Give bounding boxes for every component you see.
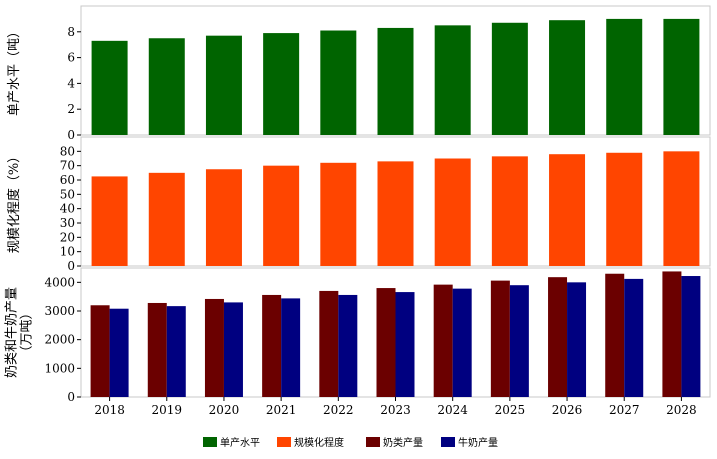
bar (434, 158, 471, 266)
bar (605, 273, 625, 397)
bar (320, 162, 357, 266)
y-tick-label: 20 (60, 230, 75, 244)
y-axis-label: 规模化程度（%） (6, 150, 22, 253)
bar (548, 277, 568, 397)
bar (549, 20, 586, 135)
x-tick-label: 2021 (266, 403, 297, 417)
legend: 单产水平 规模化程度 奶类产量 牛奶产量 (203, 436, 498, 449)
bar (166, 306, 186, 397)
bar (662, 271, 682, 397)
x-tick-label: 2023 (380, 403, 411, 417)
y-tick-label: 80 (60, 144, 75, 158)
y-tick-label: 0 (67, 390, 75, 404)
bar (377, 161, 414, 266)
bar (549, 154, 586, 266)
y-tick-label: 60 (60, 173, 75, 187)
y-tick-label: 3000 (44, 304, 75, 318)
bar (281, 298, 301, 397)
y-tick-label: 0 (67, 128, 75, 142)
bar (91, 176, 128, 266)
bar (91, 40, 128, 135)
y-tick-label: 8 (67, 25, 75, 39)
y-tick-label: 1000 (44, 361, 75, 375)
legend-label: 规模化程度 (294, 436, 344, 449)
bar (491, 156, 528, 266)
x-tick-label: 2026 (552, 403, 583, 417)
y-tick-label: 40 (60, 202, 75, 216)
legend-label: 单产水平 (220, 436, 260, 449)
bar (320, 30, 357, 135)
bar (567, 282, 587, 397)
bar (109, 308, 129, 397)
x-tick-label: 2027 (609, 403, 640, 417)
bar (434, 25, 471, 136)
y-tick-label: 10 (60, 245, 75, 259)
bar (205, 169, 242, 266)
x-tick-label: 2028 (666, 403, 697, 417)
bar (490, 280, 510, 397)
chart-panel-3: 0 1000 2000 3000 4000 奶类和牛奶产量（万吨） (4, 267, 711, 404)
bar (606, 152, 643, 266)
y-tick-label: 6 (67, 51, 75, 65)
legend-swatch (441, 437, 455, 447)
legend-label: 牛奶产量 (458, 436, 498, 449)
bar (624, 278, 644, 397)
y-tick-label: 0 (67, 259, 75, 273)
y-tick-label: 2000 (44, 333, 75, 347)
bar (263, 165, 300, 266)
bar (606, 18, 643, 135)
legend-label: 奶类产量 (383, 436, 423, 449)
legend-swatch (277, 437, 291, 447)
bar (205, 35, 242, 135)
bar (223, 302, 243, 397)
y-tick-label: 70 (60, 159, 75, 173)
y-tick-label: 30 (60, 216, 75, 230)
bar (681, 276, 701, 397)
x-tick-label: 2020 (209, 403, 240, 417)
y-axis-label: 单产水平（吨） (7, 25, 22, 116)
bar (338, 294, 358, 397)
bar (147, 302, 167, 397)
bar (377, 27, 414, 135)
bar (148, 172, 185, 266)
bar (262, 294, 282, 397)
bar (319, 290, 339, 397)
y-axis-label: 奶类和牛奶产量（万吨） (4, 287, 34, 378)
bar (452, 288, 472, 397)
y-tick-label: 50 (60, 187, 75, 201)
x-tick-label: 2025 (495, 403, 526, 417)
x-tick-label: 2018 (94, 403, 125, 417)
legend-swatch (203, 437, 217, 447)
bar (663, 151, 700, 266)
x-tick-label: 2019 (151, 403, 182, 417)
legend-swatch (366, 437, 380, 447)
y-tick-label: 4000 (44, 275, 75, 289)
y-tick-label: 2 (67, 102, 75, 116)
bar (148, 38, 185, 135)
bar (433, 284, 453, 397)
bar (376, 288, 396, 397)
x-tick-label: 2022 (323, 403, 354, 417)
bar (263, 33, 300, 136)
bar (395, 292, 415, 397)
bar (90, 305, 110, 397)
chart-panel-1: 0 2 4 6 8 单产水平（吨） (7, 5, 711, 142)
bar (663, 18, 700, 135)
bar (491, 22, 528, 135)
x-tick-label: 2024 (437, 403, 468, 417)
bar (204, 298, 224, 397)
bar (509, 285, 529, 397)
y-tick-label: 4 (67, 76, 75, 90)
